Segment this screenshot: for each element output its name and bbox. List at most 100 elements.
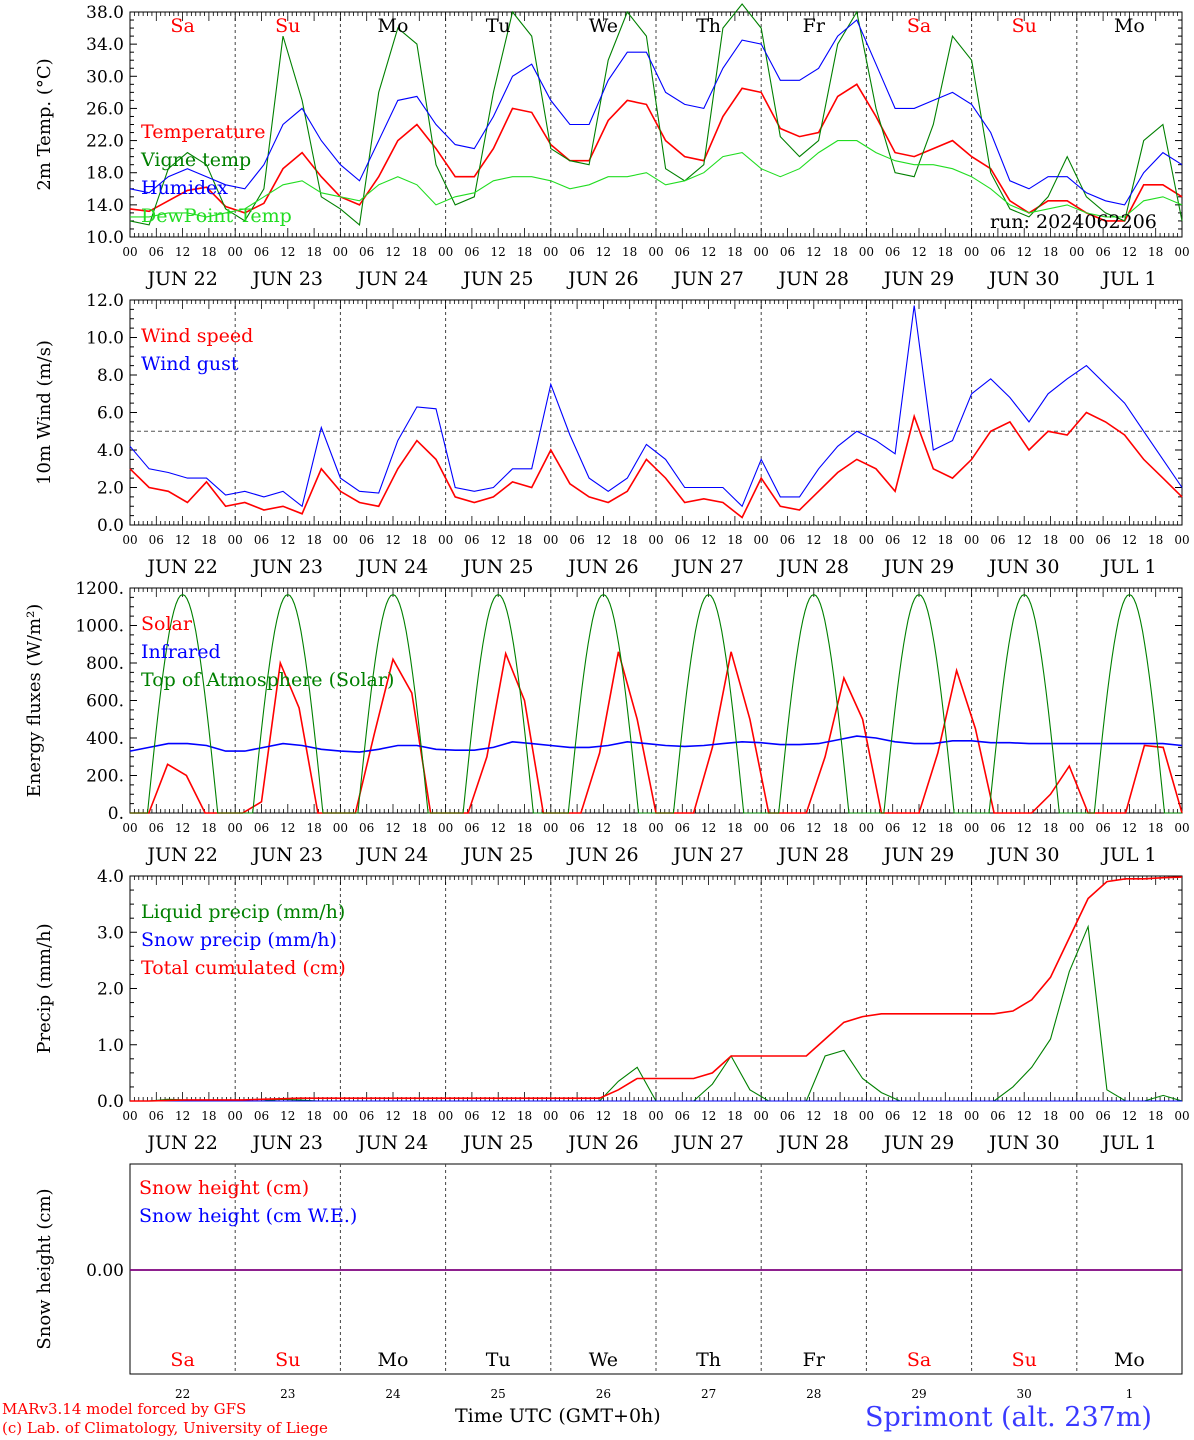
x-hour-label: 06 — [780, 245, 795, 259]
x-date-label: JUN 25 — [461, 1132, 533, 1154]
x-hour-label: 12 — [701, 1109, 716, 1123]
y-tick-label: 2.0 — [97, 980, 124, 1000]
x-hour-label: 18 — [412, 533, 427, 547]
x-hour-label: 12 — [491, 1109, 506, 1123]
x-date-label: JUN 27 — [671, 268, 743, 290]
x-date-label: JUN 27 — [671, 844, 743, 866]
x-date-label: JUN 26 — [566, 1132, 638, 1154]
x-hour-label: 18 — [517, 245, 532, 259]
station-title: Sprimont (alt. 237m) — [865, 1402, 1152, 1433]
x-hour-label: 12 — [911, 533, 926, 547]
x-hour-label: 00 — [1174, 245, 1189, 259]
weekday-label: Su — [1012, 1349, 1037, 1371]
x-hour-label: 12 — [911, 1109, 926, 1123]
x-hour-label: 12 — [806, 821, 821, 835]
y-tick-label: 3.0 — [97, 923, 124, 943]
day-number-label: 29 — [911, 1387, 926, 1401]
day-number-label: 23 — [280, 1387, 295, 1401]
x-date-label: JUN 24 — [356, 268, 428, 290]
x-hour-label: 12 — [596, 245, 611, 259]
x-hour-label: 06 — [149, 533, 164, 547]
x-hour-label: 00 — [648, 533, 663, 547]
x-hour-label: 00 — [1174, 821, 1189, 835]
y-tick-label: 38.0 — [86, 3, 124, 23]
x-hour-label: 00 — [333, 533, 348, 547]
x-hour-label: 12 — [911, 245, 926, 259]
x-hour-label: 00 — [1069, 1109, 1084, 1123]
x-hour-label: 00 — [964, 245, 979, 259]
panel-frame — [129, 587, 1183, 814]
x-hour-label: 00 — [543, 533, 558, 547]
y-tick-label: 0. — [108, 804, 124, 824]
x-hour-label: 12 — [280, 533, 295, 547]
x-hour-label: 06 — [254, 245, 269, 259]
x-hour-label: 00 — [438, 245, 453, 259]
x-hour-label: 06 — [359, 533, 374, 547]
y-tick-label: 1000. — [75, 617, 124, 637]
day-number-label: 1 — [1126, 1387, 1134, 1401]
y-axis-label: Snow height (cm) — [34, 1188, 55, 1349]
legend-entry: Infrared — [141, 641, 221, 663]
x-hour-label: 12 — [701, 533, 716, 547]
x-hour-label: 00 — [964, 821, 979, 835]
series-line-top-of-atmosphere-solar- — [130, 593, 1182, 814]
x-hour-label: 12 — [385, 245, 400, 259]
weekday-label: Tu — [486, 1349, 511, 1371]
x-hour-label: 18 — [201, 245, 216, 259]
x-hour-label: 18 — [201, 1109, 216, 1123]
y-tick-label: 18.0 — [86, 164, 124, 184]
weekday-label: Mo — [1114, 1349, 1145, 1371]
x-hour-label: 12 — [806, 245, 821, 259]
weekday-label: Sa — [170, 1349, 194, 1371]
y-axis-label: Energy fluxes (W/m²) — [24, 604, 45, 798]
legend-entry: Snow precip (mm/h) — [141, 929, 337, 951]
y-tick-label: 4.0 — [97, 867, 124, 887]
x-hour-label: 18 — [1148, 245, 1163, 259]
weekday-label: Th — [696, 15, 721, 37]
x-hour-label: 00 — [438, 821, 453, 835]
x-hour-label: 18 — [1043, 533, 1058, 547]
x-hour-label: 18 — [727, 245, 742, 259]
y-tick-label: 1.0 — [97, 1036, 124, 1056]
x-hour-label: 12 — [175, 533, 190, 547]
x-hour-label: 18 — [517, 821, 532, 835]
x-hour-label: 12 — [1017, 1109, 1032, 1123]
x-hour-label: 18 — [622, 821, 637, 835]
y-tick-label: 0.0 — [97, 1092, 124, 1112]
x-hour-label: 06 — [1095, 1109, 1110, 1123]
x-hour-label: 18 — [832, 533, 847, 547]
x-hour-label: 00 — [754, 821, 769, 835]
x-hour-label: 00 — [122, 245, 137, 259]
x-hour-label: 12 — [491, 245, 506, 259]
x-hour-label: 00 — [333, 245, 348, 259]
y-axis-label: 2m Temp. (°C) — [34, 58, 55, 190]
x-hour-label: 18 — [517, 1109, 532, 1123]
weekday-label: Sa — [907, 15, 931, 37]
y-tick-label: 10.0 — [86, 228, 124, 248]
x-hour-label: 18 — [938, 245, 953, 259]
y-tick-label: 400. — [86, 729, 124, 749]
x-hour-label: 12 — [385, 533, 400, 547]
y-tick-label: 0.00 — [86, 1261, 124, 1281]
legend-entry: Wind gust — [141, 353, 239, 375]
x-hour-label: 12 — [1122, 821, 1137, 835]
x-hour-label: 00 — [122, 821, 137, 835]
x-hour-label: 00 — [438, 1109, 453, 1123]
x-date-label: JUL 1 — [1100, 268, 1156, 290]
day-number-label: 30 — [1017, 1387, 1032, 1401]
x-hour-label: 06 — [675, 245, 690, 259]
x-date-label: JUN 26 — [566, 556, 638, 578]
x-date-label: JUN 24 — [356, 556, 428, 578]
x-date-label: JUN 25 — [461, 556, 533, 578]
x-hour-label: 18 — [1043, 1109, 1058, 1123]
x-date-label: JUN 27 — [671, 1132, 743, 1154]
legend-entry: Snow height (cm W.E.) — [139, 1205, 357, 1227]
panel-2 — [129, 587, 1183, 814]
x-hour-label: 06 — [359, 1109, 374, 1123]
x-hour-label: 18 — [622, 245, 637, 259]
x-hour-label: 00 — [543, 821, 558, 835]
x-hour-label: 06 — [885, 533, 900, 547]
x-hour-label: 18 — [938, 821, 953, 835]
x-hour-label: 00 — [122, 1109, 137, 1123]
